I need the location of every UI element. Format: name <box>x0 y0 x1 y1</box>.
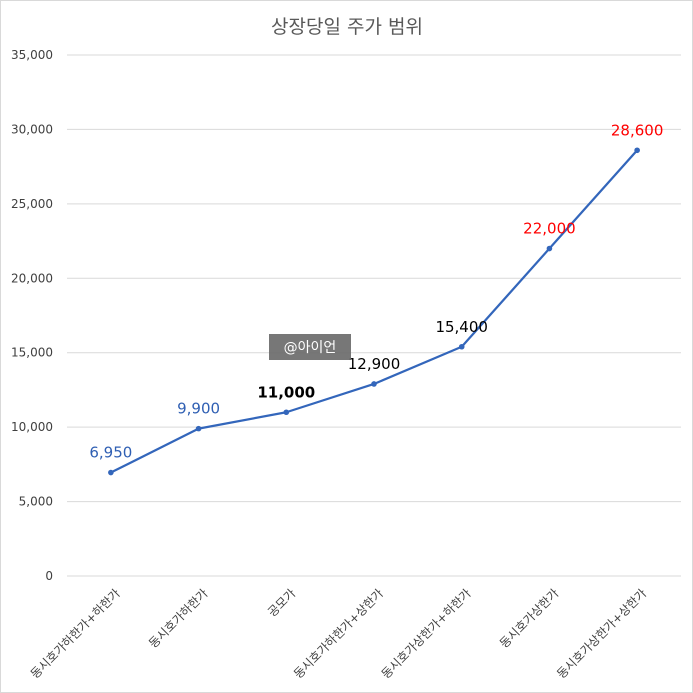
data-label: 9,900 <box>177 400 220 418</box>
y-tick-label: 5,000 <box>19 495 53 509</box>
data-label: 11,000 <box>257 383 315 401</box>
gridlines <box>67 54 681 577</box>
series-line <box>110 149 638 474</box>
data-point <box>108 469 114 476</box>
x-tick-label: 동시호가하한가 <box>146 586 211 651</box>
y-axis-ticks: 0 5,000 10,000 15,000 20,000 25,000 30,000 35,0… <box>11 48 53 583</box>
data-labels: 6,950 9,900 11,000 12,900 15,400 22,000 28,600 <box>89 121 663 461</box>
data-label: 12,900 <box>348 355 401 373</box>
data-point <box>546 245 553 252</box>
x-tick-label: 동시호가하한가+하한가 <box>28 586 123 681</box>
data-label: 22,000 <box>523 220 576 238</box>
y-tick-label: 15,000 <box>11 346 53 360</box>
data-point <box>283 409 290 416</box>
watermark-text: @아이언 <box>284 340 337 356</box>
x-tick-label: 동시호가상한가 <box>497 586 562 651</box>
data-label: 6,950 <box>89 444 132 462</box>
chart-title: 상장당일 주가 범위 <box>271 16 423 38</box>
y-tick-label: 10,000 <box>11 420 53 434</box>
data-label: 15,400 <box>435 318 488 336</box>
data-label: 28,600 <box>611 121 664 139</box>
x-tick-label: 동시호가하한가+상한가 <box>291 586 386 681</box>
y-tick-label: 30,000 <box>11 122 53 136</box>
watermark: @아이언 <box>269 334 351 360</box>
series-layer <box>108 147 640 476</box>
y-tick-label: 20,000 <box>11 271 53 285</box>
data-point <box>458 343 465 350</box>
x-tick-label: 공모가 <box>265 586 298 619</box>
y-tick-label: 0 <box>45 569 53 583</box>
data-point <box>634 147 640 154</box>
y-tick-label: 25,000 <box>11 197 53 211</box>
watermark-box <box>269 334 351 360</box>
x-tick-label: 동시호가상한가+상한가 <box>554 586 649 681</box>
x-tick-label: 동시호가상한가+하한가 <box>379 586 474 681</box>
y-tick-label: 35,000 <box>11 48 53 62</box>
x-axis-ticks: 동시호가하한가+하한가 동시호가하한가 공모가동시호가하한가+상한가동시호가상한가+… <box>28 586 649 681</box>
data-point <box>195 425 202 432</box>
data-point <box>371 381 377 387</box>
